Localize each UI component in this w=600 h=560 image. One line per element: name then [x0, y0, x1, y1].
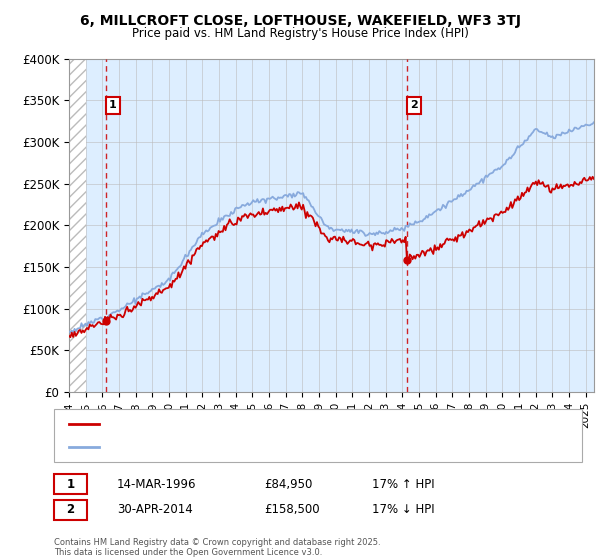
Text: 6, MILLCROFT CLOSE, LOFTHOUSE, WAKEFIELD, WF3 3TJ (detached house): 6, MILLCROFT CLOSE, LOFTHOUSE, WAKEFIELD…	[105, 419, 492, 429]
Text: 1: 1	[67, 478, 74, 491]
Text: Price paid vs. HM Land Registry's House Price Index (HPI): Price paid vs. HM Land Registry's House …	[131, 27, 469, 40]
Text: 17% ↑ HPI: 17% ↑ HPI	[372, 478, 434, 491]
Text: £84,950: £84,950	[264, 478, 313, 491]
Bar	[69, 59, 86, 392]
Text: 17% ↓ HPI: 17% ↓ HPI	[372, 503, 434, 516]
Text: £158,500: £158,500	[264, 503, 320, 516]
Text: 30-APR-2014: 30-APR-2014	[117, 503, 193, 516]
Text: 1: 1	[109, 100, 117, 110]
Text: 2: 2	[410, 100, 418, 110]
Text: 14-MAR-1996: 14-MAR-1996	[117, 478, 197, 491]
Text: HPI: Average price, detached house, Wakefield: HPI: Average price, detached house, Wake…	[105, 442, 349, 452]
Text: 2: 2	[67, 503, 74, 516]
Text: 6, MILLCROFT CLOSE, LOFTHOUSE, WAKEFIELD, WF3 3TJ: 6, MILLCROFT CLOSE, LOFTHOUSE, WAKEFIELD…	[79, 14, 521, 28]
Text: Contains HM Land Registry data © Crown copyright and database right 2025.
This d: Contains HM Land Registry data © Crown c…	[54, 538, 380, 557]
